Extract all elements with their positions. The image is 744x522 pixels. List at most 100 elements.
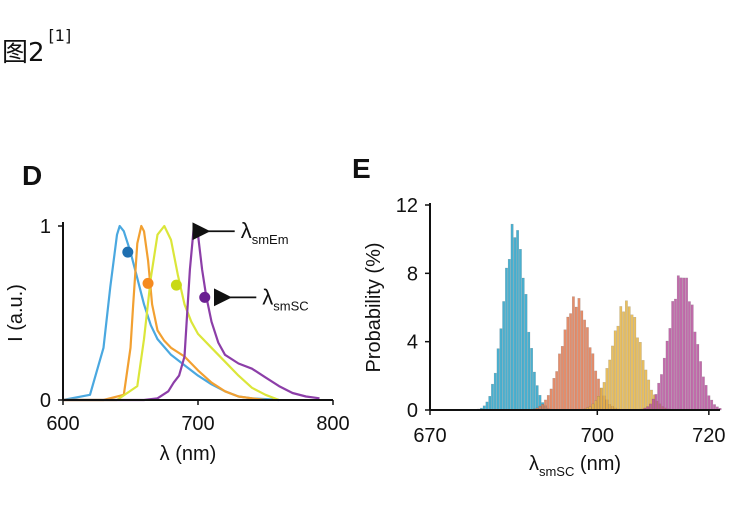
x-tick-label: 800	[316, 413, 349, 435]
histogram-bar	[644, 369, 648, 411]
y-tick-label: 12	[396, 195, 418, 217]
histogram-bar	[510, 223, 514, 411]
histogram-bar	[580, 310, 584, 411]
histogram-bar	[611, 345, 614, 411]
histogram-bar	[688, 301, 691, 411]
y-axis-label: Probability (%)	[363, 242, 385, 372]
caption-reference[interactable]: [1]	[48, 26, 72, 45]
x-tick-label: 720	[692, 425, 725, 447]
x-axis-label: λsmSC (nm)	[529, 453, 621, 479]
histogram-bar	[563, 329, 567, 411]
histogram-bar	[530, 348, 533, 411]
x-tick-label: 670	[413, 425, 446, 447]
histogram-bar	[524, 294, 528, 411]
histogram-bar	[599, 387, 603, 411]
histogram-bar	[583, 319, 586, 411]
marker-dot-4	[199, 291, 211, 303]
histogram-bar	[496, 348, 500, 411]
x-axis-label: λ (nm)	[160, 443, 217, 465]
histogram-bar	[662, 357, 666, 411]
histogram-bar	[702, 376, 705, 411]
histogram-bar	[657, 382, 661, 411]
histogram-bar	[690, 304, 694, 411]
series-line-3	[63, 224, 280, 402]
x-tick-label: 700	[581, 425, 614, 447]
histogram-bar	[507, 259, 511, 411]
histogram-bar	[625, 300, 628, 411]
histogram-bar	[502, 301, 506, 411]
histogram-bar	[660, 374, 663, 411]
histogram-bar	[519, 248, 522, 411]
histogram-bar	[505, 267, 508, 411]
histogram-bar	[641, 360, 645, 411]
histogram-bar	[491, 383, 494, 411]
histogram-bar	[591, 353, 595, 411]
histogram-bar	[616, 325, 620, 411]
histogram-bar	[499, 328, 503, 411]
histogram-bar	[699, 361, 702, 411]
histogram-bar	[602, 382, 606, 411]
histogram-bar	[613, 330, 617, 411]
histogram-bar	[608, 359, 612, 411]
histogram-bar	[527, 331, 531, 411]
panel-e-letter: E	[352, 153, 371, 184]
y-tick-label: 4	[407, 332, 418, 354]
histogram-bar	[636, 337, 639, 411]
histogram-bar	[707, 395, 711, 411]
histogram-bar	[693, 331, 697, 411]
panel-d-letter: D	[22, 160, 42, 191]
histogram-bar	[682, 277, 686, 411]
histogram-series-4	[640, 275, 722, 411]
annotation-label-1: λsmEm	[241, 218, 289, 247]
marker-dot-1	[122, 246, 134, 258]
series-line-1	[62, 224, 280, 402]
marker-dot-3	[170, 279, 182, 291]
y-axis-label: I (a.u.)	[5, 284, 27, 342]
histogram-bar	[679, 277, 683, 411]
figure-caption: 图2[1]	[2, 26, 71, 69]
y-tick-label: 1	[40, 216, 51, 238]
histogram-bar	[546, 395, 550, 411]
histogram-bar	[665, 340, 669, 411]
histogram-bar	[488, 396, 492, 411]
y-tick-label: 0	[40, 390, 51, 412]
histogram-bar	[638, 342, 642, 411]
histogram-bar	[710, 399, 714, 411]
y-tick-label: 0	[407, 400, 418, 422]
histogram-bar	[671, 301, 675, 411]
histogram-bar	[586, 327, 589, 411]
histogram-bar	[676, 275, 680, 411]
histogram-bar	[668, 328, 672, 411]
histogram-bar	[521, 277, 525, 411]
histogram-series-1	[477, 223, 553, 411]
histogram-bar	[630, 314, 634, 411]
histogram-bar	[555, 371, 559, 411]
histogram-bar	[574, 306, 578, 411]
histogram-bar	[633, 317, 637, 411]
histogram-bar	[560, 346, 564, 411]
histogram-bar	[704, 385, 708, 411]
histogram-bar	[552, 378, 556, 411]
histogram-bar	[549, 388, 553, 411]
histogram-bar	[594, 400, 598, 411]
panel-e-chart: E 670 700 720 0 4 8 12 λsmSC (nm) Probability (%)	[352, 153, 726, 479]
marker-dot-2	[142, 277, 154, 289]
caption-text: 图2	[2, 38, 45, 68]
histogram-bar	[627, 306, 631, 411]
histogram-bar	[674, 298, 677, 411]
histogram-bar	[685, 277, 688, 411]
histogram-bar	[588, 347, 592, 411]
histogram-bar	[558, 353, 561, 411]
histogram-bar	[654, 394, 658, 411]
series-line-4	[63, 224, 320, 402]
histogram-series-2	[533, 296, 620, 411]
histogram-bar	[535, 385, 539, 411]
histogram-bar	[572, 296, 575, 411]
histogram-bar	[651, 398, 655, 411]
histogram-bar	[544, 399, 547, 411]
histogram-bar	[696, 344, 700, 411]
x-tick-label: 700	[181, 413, 214, 435]
histogram-bar	[597, 396, 600, 411]
histogram-bar	[516, 230, 519, 411]
